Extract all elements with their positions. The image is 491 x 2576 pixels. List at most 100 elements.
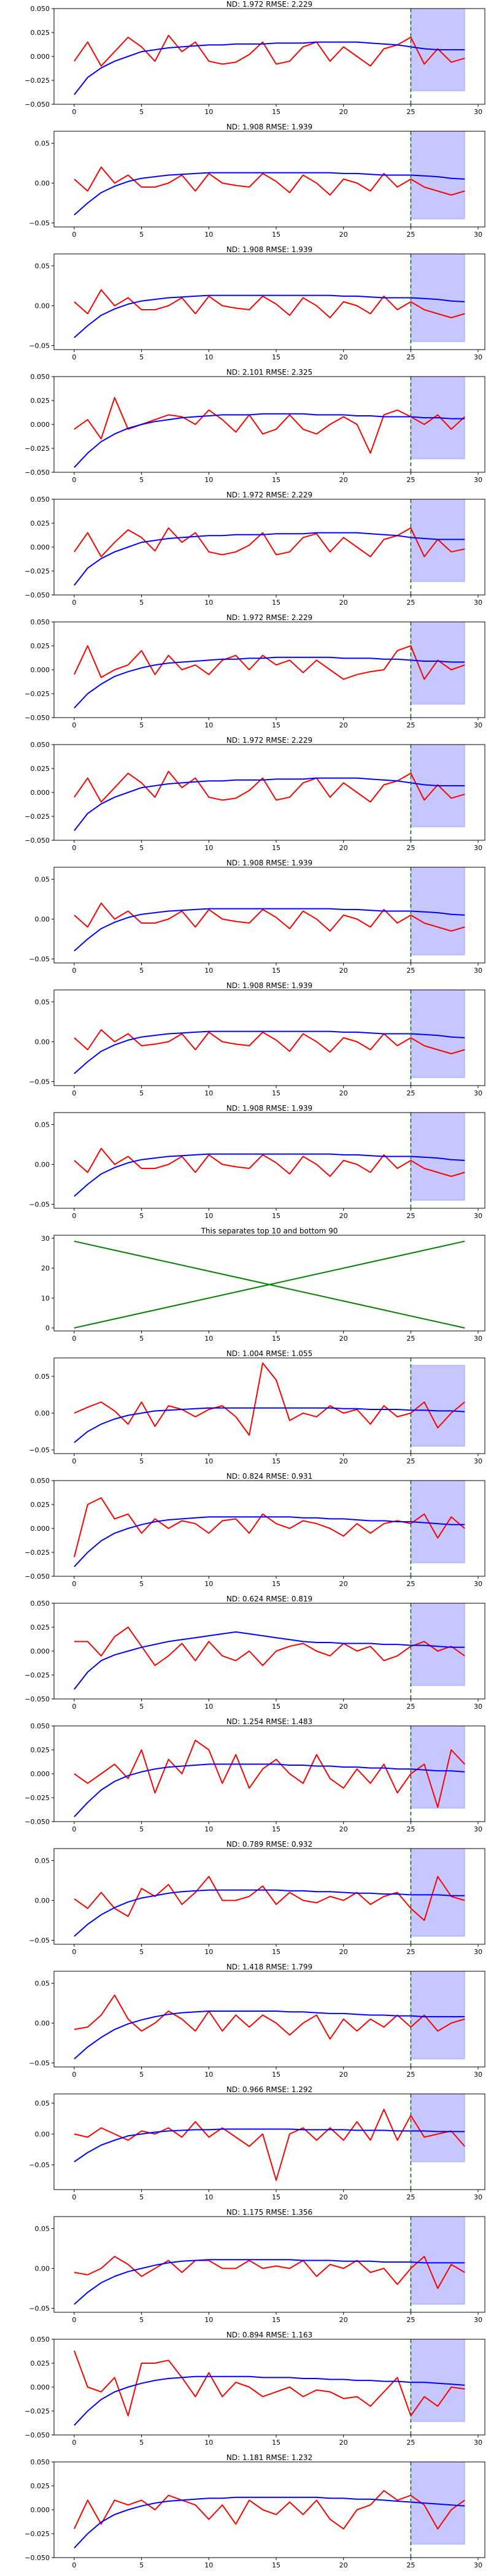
y-tick-label: 0.05 <box>35 2225 50 2233</box>
x-tick-label: 0 <box>72 231 76 239</box>
y-tick-label: 0.00 <box>35 2265 50 2273</box>
x-tick-label: 20 <box>339 1089 348 1097</box>
x-tick-label: 10 <box>204 599 213 607</box>
series-line-2 <box>74 1763 465 1817</box>
series-line-1 <box>74 1148 465 1177</box>
x-tick-label: 5 <box>139 2316 144 2324</box>
subplot-6: ND: 1.972 RMSE: 2.229 −0.050 −0.025 0.000 0.… <box>25 613 485 729</box>
y-tick-label: −0.05 <box>29 342 50 350</box>
x-tick-label: 15 <box>272 2439 280 2447</box>
series-line-1 <box>74 770 465 803</box>
series-line-2 <box>74 1631 465 1690</box>
x-tick-label: 30 <box>474 1825 482 1833</box>
x-tick-label: 25 <box>406 2193 415 2201</box>
subplot-title: ND: 1.181 RMSE: 1.232 <box>226 2453 312 2462</box>
x-tick-label: 0 <box>72 1335 76 1343</box>
x-tick-label: 25 <box>406 2071 415 2079</box>
y-tick-label: 0.00 <box>35 180 50 188</box>
x-tick-label: 10 <box>204 967 213 975</box>
y-tick-label: 0.000 <box>31 1525 50 1533</box>
subplot-title: ND: 0.894 RMSE: 1.163 <box>226 2331 312 2339</box>
x-tick-label: 0 <box>72 1948 76 1956</box>
axes-frame <box>53 131 485 228</box>
prediction-interval-band <box>410 1971 465 2060</box>
x-tick-label: 20 <box>339 2193 348 2201</box>
series-line-2 <box>74 908 465 952</box>
x-tick-label: 5 <box>139 1335 144 1343</box>
x-tick-label: 30 <box>474 967 482 975</box>
y-tick-label: −0.05 <box>29 220 50 228</box>
x-tick-label: 0 <box>72 1703 76 1711</box>
x-tick-label: 15 <box>272 967 280 975</box>
y-tick-label: −0.025 <box>25 77 50 85</box>
y-tick-label: 0.050 <box>31 1477 50 1485</box>
y-tick-label: 0.00 <box>35 1409 50 1417</box>
axes-frame <box>53 1112 485 1209</box>
x-tick-label: 30 <box>474 2193 482 2201</box>
y-tick-label: 0.05 <box>35 263 50 270</box>
series-line-1 <box>74 166 465 196</box>
x-tick-label: 15 <box>272 2071 280 2079</box>
y-tick-label: 0.000 <box>31 2383 50 2391</box>
x-tick-label: 0 <box>72 1825 76 1833</box>
subplot-7: ND: 1.972 RMSE: 2.229 −0.050 −0.025 0.000 0.… <box>25 736 485 852</box>
subplot-3: ND: 1.908 RMSE: 1.939 −0.05 0.00 0.05 0 5 10 15… <box>29 245 485 361</box>
y-tick-label: 0.000 <box>31 2506 50 2514</box>
y-tick-label: 0.025 <box>31 765 50 773</box>
x-tick-label: 10 <box>204 1089 213 1097</box>
series-line-2 <box>74 1153 465 1197</box>
series-line-1 <box>74 1029 465 1054</box>
subplot-title: ND: 0.789 RMSE: 0.932 <box>226 1840 312 1849</box>
x-tick-label: 0 <box>72 1089 76 1097</box>
x-tick-label: 25 <box>406 844 415 852</box>
subplot-title: ND: 1.908 RMSE: 1.939 <box>226 245 312 254</box>
y-tick-label: 0.025 <box>31 2482 50 2490</box>
subplot-2: ND: 1.908 RMSE: 1.939 −0.05 0.00 0.05 0 5 10 15… <box>29 123 485 239</box>
y-tick-label: 0.00 <box>35 2130 50 2138</box>
series-line-1 <box>74 1627 465 1666</box>
x-tick-label: 15 <box>272 1580 280 1588</box>
x-tick-label: 20 <box>339 1457 348 1465</box>
y-tick-label: 0.05 <box>35 1121 50 1129</box>
x-tick-label: 20 <box>339 2439 348 2447</box>
x-tick-label: 25 <box>406 1212 415 1220</box>
subplot-title: ND: 0.624 RMSE: 0.819 <box>226 1595 312 1603</box>
x-tick-label: 20 <box>339 353 348 361</box>
series-line-2 <box>74 41 465 96</box>
x-tick-label: 5 <box>139 599 144 607</box>
y-tick-label: 0.000 <box>31 1770 50 1778</box>
x-tick-label: 25 <box>406 2316 415 2324</box>
y-tick-label: −0.025 <box>25 1671 50 1679</box>
x-tick-label: 25 <box>406 2439 415 2447</box>
series-line-1 <box>73 2490 465 2530</box>
series-line-1 <box>74 1995 465 2040</box>
subplot-title: ND: 1.972 RMSE: 2.229 <box>226 736 312 745</box>
subplot-17: ND: 1.418 RMSE: 1.799 −0.05 0.00 0.05 0 5 10 15… <box>29 1963 485 2079</box>
subplot-12: ND: 1.004 RMSE: 1.055 −0.05 0.00 0.05 0 5 10 15… <box>29 1349 485 1465</box>
y-tick-label: 0 <box>45 1324 50 1332</box>
y-tick-label: 0.00 <box>35 2020 50 2028</box>
x-tick-label: 5 <box>139 1580 144 1588</box>
subplot-title: ND: 0.966 RMSE: 1.292 <box>226 2085 312 2094</box>
subplot-5: ND: 1.972 RMSE: 2.229 −0.050 −0.025 0.000 0.… <box>25 491 485 607</box>
x-tick-label: 5 <box>139 2439 144 2447</box>
x-tick-label: 5 <box>139 231 144 239</box>
series-line-1 <box>73 2350 465 2417</box>
x-tick-label: 15 <box>272 1948 280 1956</box>
x-tick-label: 15 <box>272 1825 280 1833</box>
y-tick-label: −0.05 <box>29 956 50 964</box>
y-tick-label: −0.05 <box>29 2305 50 2313</box>
x-tick-label: 0 <box>72 599 76 607</box>
x-tick-label: 15 <box>272 353 280 361</box>
subplot-title: ND: 1.972 RMSE: 2.229 <box>226 0 312 9</box>
x-tick-label: 30 <box>474 108 482 116</box>
x-tick-label: 15 <box>272 108 280 116</box>
x-tick-label: 30 <box>474 2561 482 2569</box>
y-tick-label: −0.025 <box>25 2530 50 2538</box>
y-tick-label: 0.00 <box>35 916 50 924</box>
subplot-16: ND: 0.789 RMSE: 0.932 −0.05 0.00 0.05 0 5 10 15… <box>29 1840 485 1956</box>
y-tick-label: 0.00 <box>35 1897 50 1905</box>
series-line-1 <box>74 2256 465 2289</box>
y-tick-label: 0.00 <box>35 1038 50 1046</box>
series-line-1 <box>74 1362 465 1436</box>
